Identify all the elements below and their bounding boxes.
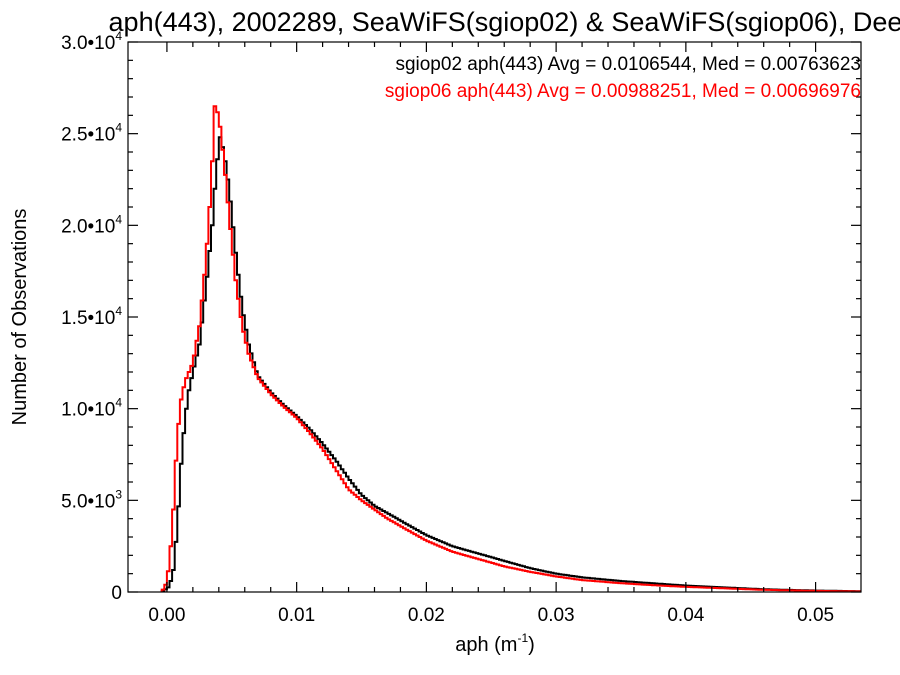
series-line-1	[160, 105, 861, 592]
y-tick-label: 1.5•104	[61, 304, 122, 329]
series-line-0	[160, 136, 861, 592]
x-tick-label: 0.02	[408, 605, 445, 626]
x-axis-label-text: aph (m	[455, 634, 517, 656]
x-tick-label: 0.04	[667, 605, 704, 626]
y-tick-label: 1.0•104	[61, 396, 122, 421]
y-tick-label: 3.0•104	[61, 29, 122, 54]
legend: sgiop02 aph(443) Avg = 0.0106544, Med = …	[385, 54, 861, 102]
plot-area: 0.00 0.01 0.02 0.03 0.04 0.05 0 5.0•103 1.0•104…	[61, 29, 862, 626]
series-layer	[160, 105, 861, 592]
x-axis-label: aph (m-1)	[455, 631, 535, 656]
chart-title: aph(443), 2002289, SeaWiFS(sgiop02) & Se…	[109, 7, 900, 37]
legend-entry-sgiop02: sgiop02 aph(443) Avg = 0.0106544, Med = …	[395, 54, 861, 75]
y-tick-label: 5.0•103	[61, 487, 122, 512]
x-tick-label: 0.05	[797, 605, 834, 626]
plot-frame	[127, 41, 862, 593]
x-tick-label: 0.01	[278, 605, 315, 626]
legend-entry-sgiop06: sgiop06 aph(443) Avg = 0.00988251, Med =…	[385, 81, 861, 102]
y-tick-label: 0	[111, 583, 122, 604]
ticks-layer	[128, 41, 861, 593]
x-tick-labels: 0.00 0.01 0.02 0.03 0.04 0.05	[148, 605, 834, 626]
x-axis-label-sup: -1	[517, 631, 528, 645]
x-tick-label: 0.03	[538, 605, 575, 626]
y-tick-label: 2.0•104	[61, 212, 122, 237]
y-axis-label: Number of Observations	[9, 209, 31, 426]
y-tick-label: 2.5•104	[61, 121, 122, 146]
x-axis-label-close: )	[528, 634, 535, 656]
y-tick-labels: 0 5.0•103 1.0•104 1.5•104 2.0•104 2.5•104 3.0•…	[61, 29, 122, 604]
x-tick-label: 0.00	[148, 605, 185, 626]
